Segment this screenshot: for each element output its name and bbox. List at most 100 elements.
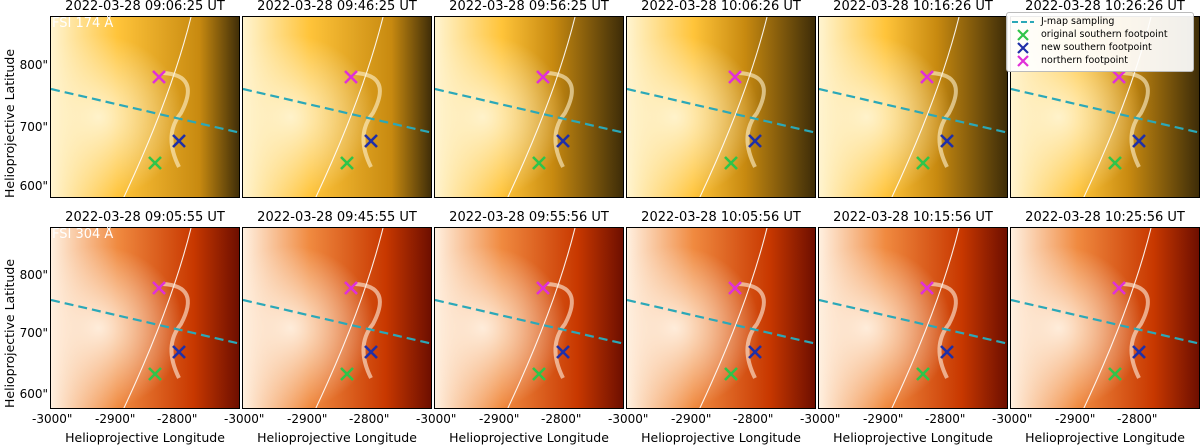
channel-label-304: FSI 304 Å bbox=[52, 227, 114, 242]
marker-original-south bbox=[724, 367, 738, 381]
panel-title-r1-c4: 2022-03-28 10:06:26 UT bbox=[641, 0, 801, 14]
image-panel-r2-c2 bbox=[242, 227, 432, 409]
marker-north bbox=[152, 70, 166, 84]
image-panel-r1-c2 bbox=[242, 16, 432, 198]
marker-new-south bbox=[556, 134, 570, 148]
xtick-c4-1: -3000" bbox=[608, 412, 649, 426]
ytick-r1-1: 800" bbox=[19, 58, 48, 72]
image-panel-r2-c5 bbox=[818, 227, 1008, 409]
image-panel-r1-c1 bbox=[50, 16, 240, 198]
panel-title-r2-c2: 2022-03-28 09:45:55 UT bbox=[257, 210, 417, 225]
xtick-c3-3: -2800" bbox=[541, 412, 582, 426]
limb-line bbox=[891, 17, 960, 197]
marker-new-south bbox=[1132, 345, 1146, 359]
marker-new-south bbox=[172, 134, 186, 148]
xtick-c5-1: -3000" bbox=[800, 412, 841, 426]
bright-region bbox=[819, 228, 1007, 408]
legend-label-north: northern footpoint bbox=[1041, 55, 1129, 66]
panel-title-r1-c1: 2022-03-28 09:06:25 UT bbox=[65, 0, 225, 14]
jmap-line bbox=[435, 298, 623, 345]
panel-title-r1-c6: 2022-03-28 10:26:26 UT bbox=[1025, 0, 1185, 14]
xtick-c1-1: -3000" bbox=[32, 412, 73, 426]
bright-region bbox=[51, 17, 239, 197]
bright-region bbox=[435, 228, 623, 408]
xtick-c2-3: -2800" bbox=[349, 412, 390, 426]
marker-north bbox=[728, 281, 742, 295]
jmap-line bbox=[51, 298, 239, 345]
image-panel-r2-c6 bbox=[1010, 227, 1200, 409]
ytick-r1-3: 600" bbox=[19, 179, 48, 193]
marker-north bbox=[1112, 70, 1126, 84]
legend-label-original-south: original southern footpoint bbox=[1041, 29, 1168, 40]
marker-original-south bbox=[340, 156, 354, 170]
loop-structure bbox=[162, 282, 190, 379]
limb-line bbox=[315, 228, 384, 408]
marker-new-south bbox=[364, 134, 378, 148]
loop-structure bbox=[1122, 71, 1150, 168]
limb-line bbox=[891, 228, 960, 408]
jmap-line bbox=[627, 87, 815, 134]
jmap-line bbox=[627, 298, 815, 345]
bright-region bbox=[627, 17, 815, 197]
limb-line bbox=[699, 17, 768, 197]
bright-region bbox=[243, 17, 431, 197]
xtick-c3-2: -2900" bbox=[479, 412, 520, 426]
jmap-line bbox=[819, 87, 1007, 134]
panel-title-r2-c3: 2022-03-28 09:55:56 UT bbox=[449, 210, 609, 225]
marker-original-south bbox=[1108, 156, 1122, 170]
ytick-r2-1: 800" bbox=[19, 268, 48, 282]
xtick-c1-3: -2800" bbox=[157, 412, 198, 426]
loop-structure bbox=[162, 71, 190, 168]
marker-new-south bbox=[364, 345, 378, 359]
limb-line bbox=[315, 17, 384, 197]
bright-region bbox=[243, 228, 431, 408]
loop-structure bbox=[354, 71, 382, 168]
image-panel-r1-c3 bbox=[434, 16, 624, 198]
marker-new-south bbox=[748, 134, 762, 148]
legend-item-north: northern footpoint bbox=[1011, 54, 1128, 67]
marker-original-south bbox=[532, 367, 546, 381]
xtick-c6-2: -2900" bbox=[1055, 412, 1096, 426]
marker-north bbox=[536, 70, 550, 84]
jmap-line bbox=[243, 87, 431, 134]
marker-new-south bbox=[748, 345, 762, 359]
panel-title-r2-c6: 2022-03-28 10:25:56 UT bbox=[1025, 210, 1185, 225]
image-panel-r2-c3 bbox=[434, 227, 624, 409]
marker-original-south bbox=[340, 367, 354, 381]
image-panel-r1-c4 bbox=[626, 16, 816, 198]
x-axis-label-c4: Helioprojective Longitude bbox=[641, 430, 801, 445]
xtick-c4-3: -2800" bbox=[733, 412, 774, 426]
marker-new-south bbox=[172, 345, 186, 359]
limb-line bbox=[1083, 228, 1152, 408]
image-panel-r2-c1 bbox=[50, 227, 240, 409]
ytick-r2-2: 700" bbox=[19, 326, 48, 340]
marker-north bbox=[920, 281, 934, 295]
xtick-c3-1: -3000" bbox=[416, 412, 457, 426]
jmap-line bbox=[1011, 298, 1199, 345]
loop-structure bbox=[1122, 282, 1150, 379]
xtick-c2-2: -2900" bbox=[287, 412, 328, 426]
xtick-c6-3: -2800" bbox=[1117, 412, 1158, 426]
marker-north bbox=[152, 281, 166, 295]
bright-region bbox=[1011, 228, 1199, 408]
panel-title-r1-c5: 2022-03-28 10:16:26 UT bbox=[833, 0, 993, 14]
loop-structure bbox=[930, 71, 958, 168]
image-panel-r2-c4 bbox=[626, 227, 816, 409]
marker-north bbox=[536, 281, 550, 295]
jmap-line bbox=[819, 298, 1007, 345]
bright-region bbox=[435, 17, 623, 197]
marker-original-south bbox=[532, 156, 546, 170]
x-axis-label-c1: Helioprojective Longitude bbox=[65, 430, 225, 445]
xtick-c2-1: -3000" bbox=[224, 412, 265, 426]
xtick-c6-1: -3000" bbox=[992, 412, 1033, 426]
image-panel-r1-c5 bbox=[818, 16, 1008, 198]
limb-line bbox=[699, 228, 768, 408]
loop-structure bbox=[546, 282, 574, 379]
jmap-line bbox=[243, 298, 431, 345]
marker-north bbox=[344, 70, 358, 84]
marker-new-south bbox=[940, 345, 954, 359]
loop-structure bbox=[930, 282, 958, 379]
marker-original-south bbox=[1108, 367, 1122, 381]
panel-title-r2-c5: 2022-03-28 10:15:56 UT bbox=[833, 210, 993, 225]
xtick-c5-3: -2800" bbox=[925, 412, 966, 426]
